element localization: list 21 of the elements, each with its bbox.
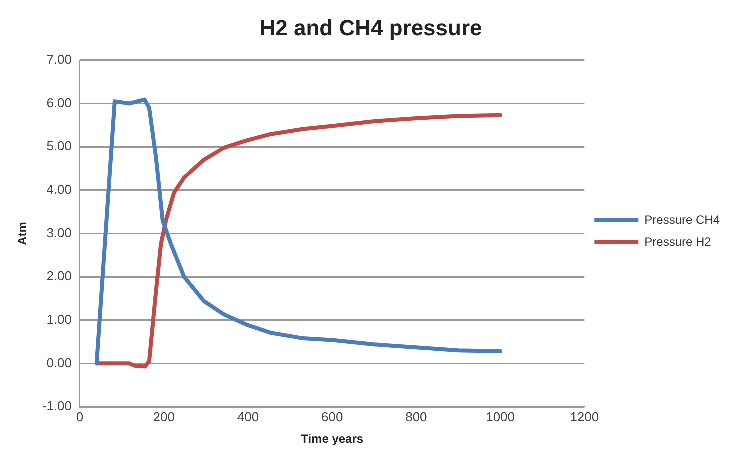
y-tick-label: 6.00 — [46, 95, 72, 110]
x-axis-title: Time years — [301, 432, 364, 446]
y-tick-label: 3.00 — [46, 225, 72, 240]
x-tick-label: 800 — [406, 409, 428, 424]
y-tick-label: 4.00 — [46, 182, 72, 197]
chart-title: H2 and CH4 pressure — [260, 15, 482, 40]
x-tick-label: 1200 — [570, 409, 600, 424]
y-tick-label: 5.00 — [46, 138, 72, 154]
y-tick-label: 0.00 — [46, 355, 72, 370]
y-axis-title: Atm — [16, 222, 30, 246]
x-tick-label: 0 — [76, 409, 84, 424]
x-tick-label: 400 — [237, 409, 260, 424]
y-tick-label: 7.00 — [46, 52, 72, 67]
legend-label: Pressure CH4 — [644, 212, 720, 227]
x-tick-label: 200 — [153, 409, 175, 424]
y-tick-label: -1.00 — [42, 398, 72, 414]
x-tick-label: 600 — [321, 409, 344, 424]
y-tick-label: 2.00 — [46, 268, 72, 284]
legend-label: Pressure H2 — [644, 234, 712, 249]
y-tick-label: 1.00 — [46, 312, 72, 327]
x-tick-label: 1000 — [486, 409, 515, 424]
